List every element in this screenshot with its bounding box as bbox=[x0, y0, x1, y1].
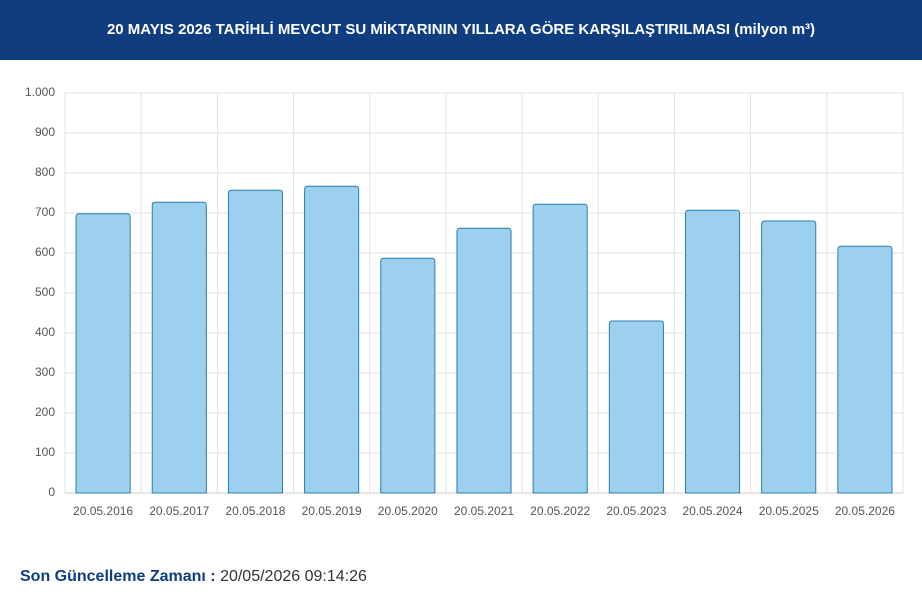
y-tick-label: 100 bbox=[35, 445, 55, 459]
bar bbox=[151, 201, 207, 494]
x-tick-label: 20.05.2022 bbox=[530, 504, 590, 518]
bar bbox=[227, 189, 283, 494]
bar bbox=[456, 227, 512, 494]
last-update-label: Son Güncelleme Zamanı : bbox=[20, 568, 216, 585]
last-update: Son Güncelleme Zamanı : 20/05/2026 09:14… bbox=[20, 568, 367, 586]
x-tick-label: 20.05.2020 bbox=[378, 504, 438, 518]
bar bbox=[685, 209, 741, 494]
last-update-value: 20/05/2026 09:14:26 bbox=[220, 568, 367, 585]
bar bbox=[608, 320, 664, 494]
chart: 0 100 200 300 400 500 600 700 800 900 1.000 20.05.2… bbox=[25, 85, 904, 518]
x-tick-label: 20.05.2023 bbox=[606, 504, 666, 518]
x-tick-label: 20.05.2016 bbox=[73, 504, 133, 518]
x-tick-label: 20.05.2026 bbox=[835, 504, 895, 518]
x-tick-label: 20.05.2021 bbox=[454, 504, 514, 518]
x-tick-label: 20.05.2024 bbox=[683, 504, 743, 518]
bar bbox=[532, 203, 588, 494]
bar bbox=[75, 213, 131, 494]
bar bbox=[380, 257, 436, 494]
y-tick-label: 200 bbox=[35, 405, 55, 419]
y-tick-label: 1.000 bbox=[25, 85, 55, 99]
y-tick-label: 900 bbox=[35, 125, 55, 139]
x-tick-label: 20.05.2025 bbox=[759, 504, 819, 518]
y-tick-label: 500 bbox=[35, 285, 55, 299]
x-tick-label: 20.05.2017 bbox=[149, 504, 209, 518]
y-tick-label: 800 bbox=[35, 165, 55, 179]
bar bbox=[837, 245, 893, 494]
y-tick-label: 300 bbox=[35, 365, 55, 379]
y-tick-label: 400 bbox=[35, 325, 55, 339]
x-tick-label: 20.05.2018 bbox=[225, 504, 285, 518]
y-tick-label: 600 bbox=[35, 245, 55, 259]
chart-title: 20 MAYIS 2026 TARİHLİ MEVCUT SU MİKTARIN… bbox=[0, 0, 922, 60]
bar bbox=[304, 185, 360, 494]
y-tick-label: 0 bbox=[48, 485, 55, 499]
x-tick-label: 20.05.2019 bbox=[302, 504, 362, 518]
bar bbox=[761, 220, 817, 494]
y-tick-label: 700 bbox=[35, 205, 55, 219]
